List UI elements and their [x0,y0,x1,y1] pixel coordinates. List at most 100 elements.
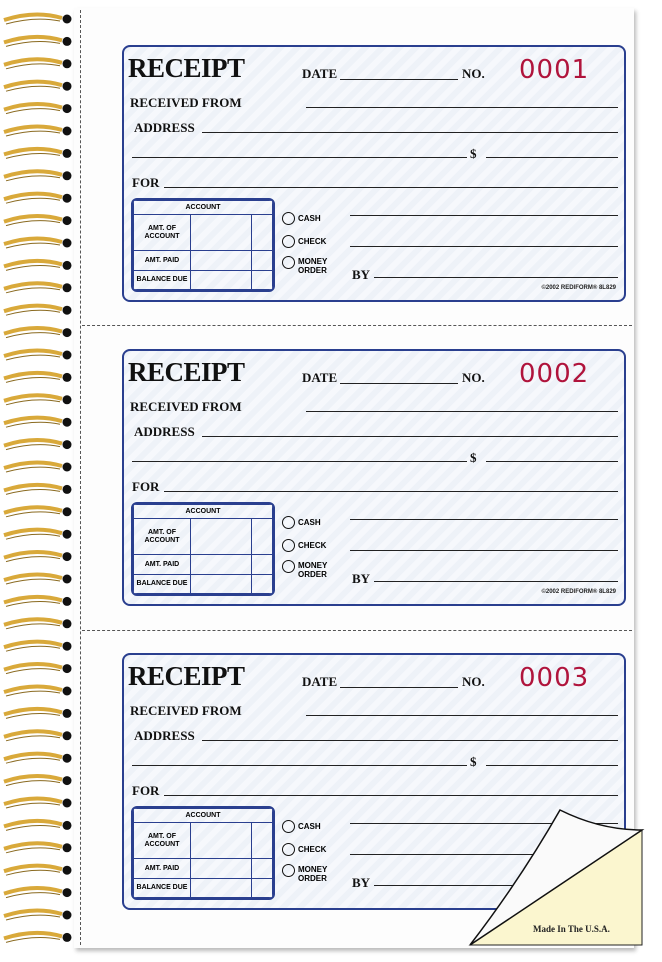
perforation-horizontal [82,630,632,631]
by-label: BY [352,875,371,890]
spiral-coil [3,146,72,159]
receipt-number: 0002 [519,359,590,389]
account-row-label: AMT. OF ACCOUNT [133,517,191,556]
spiral-coil [3,258,72,271]
account-table: ACCOUNT AMT. OF ACCOUNT AMT. PAID BALANC… [131,806,275,900]
cash-radio[interactable] [282,516,295,529]
receipt-number: 0003 [519,663,590,693]
spiral-coil [3,303,72,316]
spiral-coil [3,572,72,585]
payment-line[interactable] [350,854,618,855]
spiral-coil [3,460,72,473]
check-radio[interactable] [282,539,295,552]
cash-label: CASH [298,214,321,223]
cash-label: CASH [298,822,321,831]
receipt-title: RECEIPT [128,661,245,691]
spiral-coil [3,930,72,943]
made-in-usa: Made In The U.S.A. [533,924,610,934]
received-from-field[interactable] [306,715,618,716]
payment-line[interactable] [350,823,618,824]
address-field-2[interactable] [132,765,467,766]
for-field[interactable] [164,187,618,188]
payment-line[interactable] [350,550,618,551]
money-order-radio[interactable] [282,864,295,877]
spiral-coil [3,729,72,742]
spiral-coil [3,662,72,675]
received-from-label: RECEIVED FROM [130,399,242,414]
spiral-coil [3,818,72,831]
address-field[interactable] [202,132,618,133]
account-cell[interactable] [251,573,273,594]
spiral-coil [3,124,72,137]
spiral-coil [3,706,72,719]
account-table: ACCOUNT AMT. OF ACCOUNT AMT. PAID BALANC… [131,502,275,596]
account-row-label: AMT. OF ACCOUNT [133,821,191,860]
account-cell[interactable] [251,269,273,290]
payment-line[interactable] [350,519,618,520]
amount-field[interactable] [486,157,618,158]
date-field[interactable] [340,79,458,80]
spiral-coil [3,438,72,451]
receipt-form: RECEIPT DATE NO. 0002 RECEIVED FROM ADDR… [122,349,626,606]
money-order-radio[interactable] [282,560,295,573]
account-table: ACCOUNT AMT. OF ACCOUNT AMT. PAID BALANC… [131,198,275,292]
number-label: NO. [462,674,485,689]
dollar-label: $ [470,146,477,161]
spiral-coil [3,102,72,115]
cash-radio[interactable] [282,212,295,225]
date-field[interactable] [340,687,458,688]
spiral-coil [3,281,72,294]
account-row-label: AMT. OF ACCOUNT [133,213,191,252]
spiral-coil [3,886,72,899]
address-field[interactable] [202,740,618,741]
spiral-coil [3,863,72,876]
by-label: BY [352,571,371,586]
perforation-vertical [80,10,81,945]
money-order-radio[interactable] [282,256,295,269]
spiral-coil [3,617,72,630]
spiral-coil [3,908,72,921]
for-label: FOR [132,175,160,190]
spiral-coil [3,370,72,383]
perforation-horizontal [82,325,632,326]
by-field[interactable] [374,277,618,278]
spiral-coil [3,191,72,204]
received-from-field[interactable] [306,411,618,412]
address-field-2[interactable] [132,157,467,158]
spiral-coil [3,527,72,540]
cash-radio[interactable] [282,820,295,833]
account-cell[interactable] [251,877,273,898]
amount-field[interactable] [486,765,618,766]
spiral-coil [3,12,72,25]
address-field-2[interactable] [132,461,467,462]
for-field[interactable] [164,491,618,492]
date-label: DATE [302,674,338,689]
receipt-form: RECEIPT DATE NO. 0001 RECEIVED FROM ADDR… [122,45,626,302]
date-field[interactable] [340,383,458,384]
money-order-label: MONEY ORDER [298,257,328,275]
spiral-coil [3,639,72,652]
received-from-field[interactable] [306,107,618,108]
payment-line[interactable] [350,215,618,216]
check-radio[interactable] [282,843,295,856]
number-label: NO. [462,370,485,385]
amount-field[interactable] [486,461,618,462]
by-field[interactable] [374,581,618,582]
address-label: ADDRESS [134,120,195,135]
spiral-coil [3,236,72,249]
check-radio[interactable] [282,235,295,248]
spiral-coil [3,550,72,563]
spiral-coil [3,348,72,361]
spiral-coil [3,751,72,764]
account-cell[interactable] [190,517,252,556]
by-field[interactable] [374,885,618,886]
for-field[interactable] [164,795,618,796]
receipt-number: 0001 [519,55,590,85]
dollar-label: $ [470,754,477,769]
spiral-coil [3,684,72,697]
cash-label: CASH [298,518,321,527]
for-label: FOR [132,783,160,798]
payment-line[interactable] [350,246,618,247]
address-field[interactable] [202,436,618,437]
